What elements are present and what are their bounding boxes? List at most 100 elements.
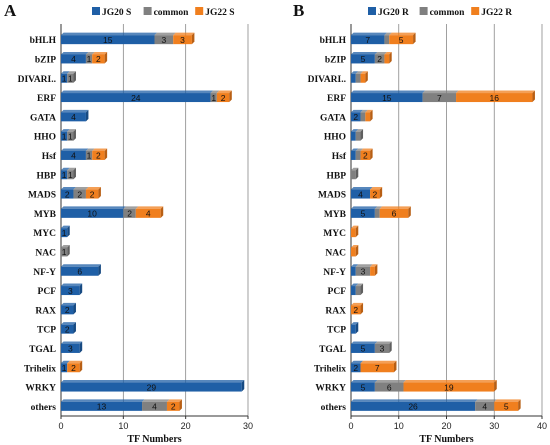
bar-jg20: [61, 131, 68, 141]
bar-jg20: [351, 401, 476, 411]
bar-value-label: 5: [361, 382, 366, 392]
bar-top-jg22: [360, 71, 368, 74]
bar-value-label: 5: [399, 35, 404, 45]
bar-common: [422, 93, 457, 103]
bar-common: [475, 401, 495, 411]
bar-common: [142, 401, 167, 411]
category-label: MYC: [323, 229, 346, 239]
bar-jg20: [61, 286, 80, 296]
bar-top-jg22: [384, 51, 392, 55]
category-label: HBP: [326, 171, 346, 181]
bar-top-common: [85, 148, 95, 151]
bar-jg20: [61, 208, 124, 218]
bar-value-label: 16: [490, 93, 500, 103]
bar-top-common: [355, 129, 364, 132]
bar-value-label: 2: [353, 363, 358, 373]
bar-side: [104, 148, 108, 160]
bar-side: [393, 360, 397, 373]
bar-top-jg22: [456, 90, 535, 94]
bar-side: [85, 109, 89, 122]
bar-side: [160, 206, 164, 218]
bar-top-jg20: [351, 360, 364, 364]
legend-swatch-common: [419, 7, 428, 15]
bar-side: [365, 71, 368, 83]
bar-value-label: 4: [71, 112, 76, 122]
bar-top-jg20: [61, 360, 70, 364]
bar-side: [73, 129, 76, 141]
category-label: HHO: [34, 133, 56, 143]
bar-top-common: [374, 51, 387, 55]
bar-side: [191, 32, 195, 45]
bar-top-common: [360, 109, 368, 113]
bar-value-label: 2: [363, 151, 368, 161]
legend-label-jg20: JG20 R: [378, 8, 409, 18]
bar-jg22: [456, 93, 533, 103]
bar-common: [154, 35, 174, 45]
x-tick-label: 20: [181, 421, 191, 431]
bar-common: [374, 54, 385, 64]
bar-top-jg20: [351, 129, 359, 132]
bar-top-common: [355, 264, 373, 267]
bar-jg22: [389, 35, 414, 45]
bar-top-common: [154, 32, 176, 36]
bar-jg22: [379, 208, 409, 218]
category-label: NAC: [325, 248, 346, 258]
category-label: MYB: [34, 210, 57, 220]
bar-value-label: 2: [65, 189, 70, 199]
bar-jg22: [67, 363, 80, 373]
bar-value-label: 6: [392, 209, 397, 219]
category-label: Trihelix: [314, 364, 346, 374]
bar-top-jg22: [85, 187, 101, 190]
category-label: PCF: [328, 287, 347, 297]
bar-jg22: [92, 54, 105, 64]
bar-side: [360, 302, 364, 315]
bar-side: [355, 167, 359, 180]
bar-top-jg22: [403, 380, 497, 383]
category-label: PCF: [38, 287, 57, 297]
chart-panel-b: [350, 7, 543, 419]
bar-jg20: [61, 170, 68, 180]
bar-top-jg20: [351, 380, 378, 383]
bar-jg22: [166, 401, 180, 411]
bar-value-label: 6: [387, 382, 392, 392]
bar-value-label: 13: [97, 402, 107, 412]
bar-top-jg20: [351, 109, 364, 113]
bar-jg20: [351, 131, 356, 141]
bar-jg20: [61, 54, 86, 64]
bar-top-common: [85, 51, 95, 55]
x-tick-label: 10: [118, 421, 128, 431]
bar-side: [73, 322, 76, 334]
bar-top-common: [475, 399, 497, 402]
bar-jg20: [351, 189, 371, 199]
bar-jg22: [85, 189, 99, 199]
bar-top-jg22: [365, 109, 373, 113]
bar-value-label: 1: [87, 54, 92, 64]
bar-value-label: 2: [377, 54, 382, 64]
x-tick-label: 10: [394, 421, 404, 431]
bar-jg22: [360, 73, 366, 83]
bar-top-jg20: [61, 129, 70, 132]
bar-common: [355, 266, 371, 276]
bar-top-jg20: [61, 380, 245, 383]
bar-jg22: [370, 189, 380, 199]
bar-top-jg22: [389, 32, 416, 36]
bar-value-label: 5: [361, 209, 366, 219]
bar-top-common: [142, 399, 170, 402]
bar-jg20: [61, 189, 74, 199]
bar-jg20: [351, 35, 385, 45]
category-label: MADS: [28, 191, 56, 201]
bar-top-jg22: [216, 90, 232, 94]
bar-top-jg22: [379, 206, 411, 209]
bar-jg20: [351, 150, 356, 160]
bar-jg22: [365, 112, 371, 122]
bar-value-label: 7: [437, 93, 442, 103]
bar-top-common: [67, 167, 76, 171]
bar-top-jg20: [61, 302, 76, 306]
bar-common: [360, 112, 366, 122]
bar-jg22: [494, 401, 519, 411]
bar-value-label: 5: [504, 402, 509, 412]
bar-value-label: 2: [90, 189, 95, 199]
bar-side: [360, 129, 364, 141]
bar-side: [98, 187, 101, 199]
legend-swatch-common: [143, 7, 152, 15]
